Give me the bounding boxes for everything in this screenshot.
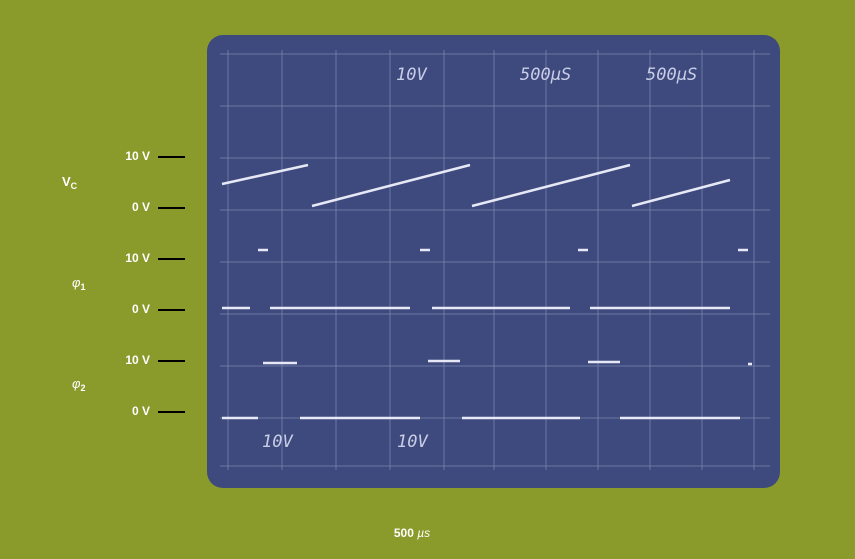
trace-subscript: 1 — [80, 282, 85, 292]
screen-label: 10V — [397, 432, 428, 452]
timebase-unit: µs — [417, 526, 430, 540]
trace-symbol: V — [62, 174, 71, 189]
trace-symbol: φ — [72, 275, 81, 290]
trace-name: φ2 — [72, 376, 86, 393]
trace-subscript: C — [71, 181, 78, 191]
trace-subscript: 2 — [80, 383, 85, 393]
low-level-label: 0 V — [132, 404, 150, 418]
low-level-label: 0 V — [132, 302, 150, 316]
screen-label: 10V — [262, 432, 293, 452]
timebase-value: 500 — [394, 526, 417, 540]
screen-label: 500µS — [646, 65, 697, 85]
level-markers — [158, 156, 185, 413]
screen-label: 500µS — [520, 65, 571, 85]
high-level-label: 10 V — [125, 251, 150, 265]
trace-name: VC — [62, 174, 78, 191]
high-level-label: 10 V — [125, 149, 150, 163]
phi1-trace — [222, 248, 748, 310]
trace-name: φ1 — [72, 275, 86, 292]
traces — [221, 163, 752, 420]
high-level-label: 10 V — [125, 353, 150, 367]
trace-symbol: φ — [72, 376, 81, 391]
timebase-label: 500 µs — [394, 526, 430, 540]
vc-trace — [221, 163, 731, 208]
screen-label: 10V — [396, 65, 427, 85]
graticule — [220, 50, 770, 470]
low-level-label: 0 V — [132, 200, 150, 214]
phi2-trace — [222, 359, 752, 420]
